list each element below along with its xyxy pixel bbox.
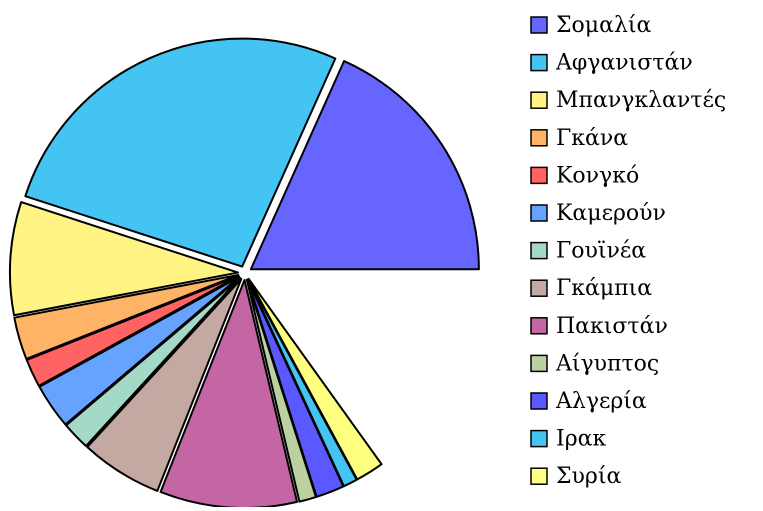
legend-swatch	[530, 91, 548, 109]
legend-label: Κονγκό	[556, 163, 639, 188]
pie-slice	[9, 201, 240, 317]
legend-label: Ιρακ	[556, 427, 606, 452]
legend-swatch	[530, 53, 548, 72]
pie-slice	[65, 276, 241, 448]
legend-swatch	[530, 429, 548, 448]
pie-slice	[13, 273, 240, 360]
pie-slice	[86, 277, 243, 492]
legend-swatch	[530, 129, 548, 147]
legend-label: Μπανγκλαντές	[556, 88, 726, 113]
pie-slice	[247, 277, 383, 481]
legend-label: Γκάνα	[556, 126, 628, 151]
legend-swatch	[530, 16, 548, 34]
legend-swatch	[530, 317, 548, 335]
legend-label: Αφγανιστάν	[555, 51, 693, 76]
legend-label: Καμερούν	[556, 201, 666, 226]
legend-label: Πακιστάν	[556, 314, 668, 339]
legend-label: Σομαλία	[556, 13, 652, 38]
legend-swatch	[530, 467, 548, 485]
pie-slice	[249, 60, 480, 271]
legend-label: Συρία	[556, 464, 621, 489]
legend-swatch	[530, 279, 548, 297]
legend-swatch	[530, 354, 548, 373]
legend-swatch	[530, 166, 548, 185]
legend-swatch	[530, 241, 548, 260]
legend-swatch	[530, 392, 548, 410]
legend-label: Αίγυπτος	[555, 351, 659, 376]
legend-label: Γουϊνέα	[556, 239, 646, 264]
legend-label: Γκάμπια	[556, 276, 652, 301]
pie-slice	[25, 274, 240, 387]
pie-slice	[24, 37, 337, 268]
legend-swatch	[530, 204, 548, 222]
pie-slice	[38, 275, 241, 426]
legend-label: Αλγερία	[555, 389, 647, 414]
